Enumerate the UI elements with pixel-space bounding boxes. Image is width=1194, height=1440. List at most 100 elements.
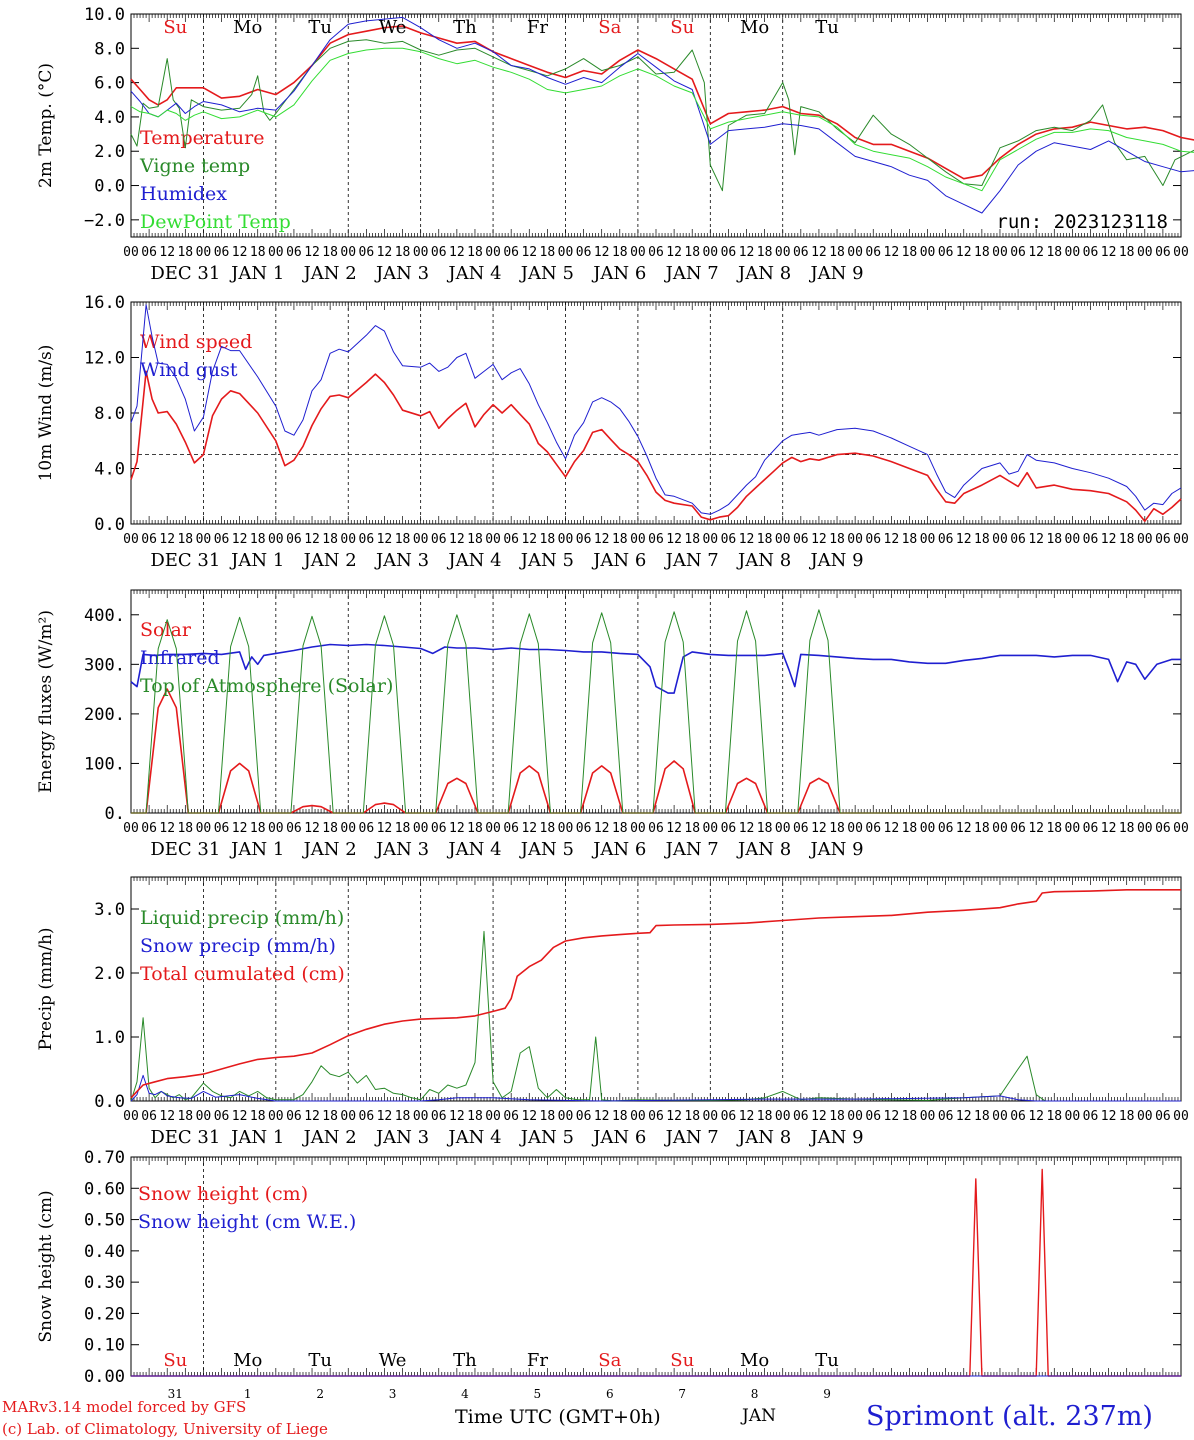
legend-entry: Temperature xyxy=(140,127,264,149)
hour-tick-label: 00 xyxy=(413,821,429,836)
hour-tick-label: 18 xyxy=(684,532,700,547)
hour-tick-label: 06 xyxy=(1083,821,1099,836)
date-label: JAN 2 xyxy=(302,1127,357,1148)
weekday-label-bottom: Tu xyxy=(815,1350,839,1371)
date-label: JAN 8 xyxy=(736,839,791,860)
date-label: JAN 7 xyxy=(664,1127,719,1148)
hour-tick-label: 06 xyxy=(359,245,375,260)
hour-tick-label: 12 xyxy=(666,821,682,836)
hour-tick-label: 00 xyxy=(1065,532,1081,547)
hour-tick-label: 00 xyxy=(992,245,1008,260)
date-label: JAN 4 xyxy=(446,263,501,284)
date-label: JAN 3 xyxy=(374,1127,429,1148)
hour-tick-label: 06 xyxy=(1083,1109,1099,1124)
date-label: JAN 4 xyxy=(446,1127,501,1148)
series-line-precip-0 xyxy=(130,930,1181,1102)
hour-tick-label: 18 xyxy=(177,1109,193,1124)
legend-entry: Vigne temp xyxy=(139,155,250,177)
weekday-label-bottom: We xyxy=(379,1350,407,1371)
hour-tick-label: 18 xyxy=(322,245,338,260)
hour-tick-label: 00 xyxy=(268,1109,284,1124)
hour-tick-label: 06 xyxy=(721,821,737,836)
date-label: DEC 31 xyxy=(150,839,220,860)
y-tick-label: 16.0 xyxy=(84,293,125,313)
hour-tick-label: 00 xyxy=(1137,245,1153,260)
series-line-temp-1 xyxy=(130,39,1194,192)
y-tick-label: 0. xyxy=(105,804,125,824)
hour-tick-label: 00 xyxy=(268,821,284,836)
date-label: JAN 1 xyxy=(229,263,284,284)
hour-tick-label: 12 xyxy=(594,1109,610,1124)
hour-tick-label: 00 xyxy=(847,1109,863,1124)
hour-tick-label: 06 xyxy=(648,1109,664,1124)
y-axis-label: 2m Temp. (°C) xyxy=(36,63,56,188)
hour-tick-label: 12 xyxy=(1101,1109,1117,1124)
hour-tick-label: 12 xyxy=(884,532,900,547)
hour-tick-label: 12 xyxy=(521,532,537,547)
date-label: DEC 31 xyxy=(150,1127,220,1148)
hour-tick-label: 06 xyxy=(576,532,592,547)
hour-tick-label: 06 xyxy=(503,532,519,547)
hour-tick-label: 12 xyxy=(304,245,320,260)
hour-tick-label: 06 xyxy=(865,1109,881,1124)
hour-tick-label: 12 xyxy=(884,821,900,836)
hour-tick-label: 06 xyxy=(938,821,954,836)
y-tick-label: 12.0 xyxy=(84,349,125,369)
hour-tick-label: 00 xyxy=(920,821,936,836)
hour-tick-label: 18 xyxy=(467,532,483,547)
hour-tick-label: 18 xyxy=(829,245,845,260)
hour-tick-label: 18 xyxy=(395,532,411,547)
y-tick-label: 0.40 xyxy=(84,1242,125,1262)
weekday-label-bottom: Tu xyxy=(308,1350,332,1371)
hour-tick-label: 00 xyxy=(123,245,139,260)
hour-tick-label: 12 xyxy=(594,245,610,260)
hour-tick-label: 12 xyxy=(232,1109,248,1124)
hour-tick-label: 12 xyxy=(1101,532,1117,547)
hour-tick-label: 18 xyxy=(1046,532,1062,547)
hour-tick-label: 00 xyxy=(775,245,791,260)
legend-entry: Snow height (cm W.E.) xyxy=(138,1211,356,1233)
plot-frame-flux xyxy=(130,589,1182,814)
weekday-label: Fr xyxy=(527,17,548,38)
hour-tick-label: 18 xyxy=(540,532,556,547)
date-label: JAN 2 xyxy=(302,263,357,284)
hour-tick-label: 06 xyxy=(1010,245,1026,260)
y-tick-label: 8.0 xyxy=(94,404,125,424)
hour-tick-label: 06 xyxy=(1083,245,1099,260)
hour-tick-label: 18 xyxy=(467,245,483,260)
hour-tick-label: 12 xyxy=(449,1109,465,1124)
hour-tick-label: 18 xyxy=(322,1109,338,1124)
y-tick-label: 0.50 xyxy=(84,1211,125,1231)
hour-tick-label: 18 xyxy=(974,245,990,260)
hour-tick-label: 06 xyxy=(648,821,664,836)
weekday-label-bottom: Su xyxy=(163,1350,187,1371)
hour-tick-label: 00 xyxy=(268,532,284,547)
hour-tick-label: 06 xyxy=(938,1109,954,1124)
hour-tick-label: 06 xyxy=(648,245,664,260)
weekday-label-bottom: Mo xyxy=(740,1350,769,1371)
date-label: JAN 1 xyxy=(229,1127,284,1148)
hour-tick-label: 00 xyxy=(340,532,356,547)
hour-tick-label: 06 xyxy=(576,245,592,260)
hour-tick-label: 00 xyxy=(1065,245,1081,260)
y-tick-label: 0.70 xyxy=(84,1148,125,1168)
series-line-temp-3 xyxy=(130,47,1194,192)
hour-tick-label: 00 xyxy=(558,532,574,547)
legend-entry: Top of Atmosphere (Solar) xyxy=(140,675,393,697)
y-tick-label: 6.0 xyxy=(94,74,125,94)
date-label: JAN 3 xyxy=(374,550,429,571)
hour-tick-label: 06 xyxy=(1155,245,1171,260)
hour-tick-label: 12 xyxy=(739,532,755,547)
date-label: JAN 5 xyxy=(519,839,574,860)
series-line-wind-1 xyxy=(130,304,1182,515)
hour-tick-label: 18 xyxy=(250,821,266,836)
hour-tick-label: 00 xyxy=(992,821,1008,836)
hour-tick-label: 00 xyxy=(1173,821,1189,836)
legend-entry: Solar xyxy=(140,619,192,641)
legend-entry: Humidex xyxy=(140,183,227,205)
hour-tick-label: 00 xyxy=(123,1109,139,1124)
hour-tick-label: 00 xyxy=(558,821,574,836)
hour-tick-label: 00 xyxy=(196,1109,212,1124)
legend-entry: DewPoint Temp xyxy=(140,211,291,233)
